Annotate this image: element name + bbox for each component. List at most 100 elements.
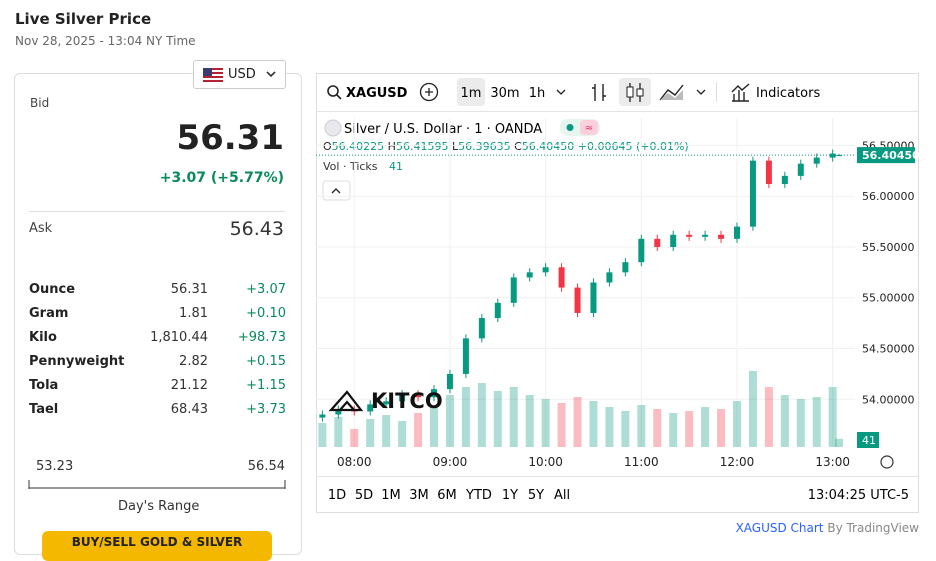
x-tick-label: 10:00 (528, 455, 563, 469)
volume-bar (828, 387, 837, 447)
chart-widget: XAGUSD Indicators Silver / U.S. Dollar ·… (316, 73, 919, 513)
volume-bar (509, 387, 518, 447)
range-button[interactable]: 5D (355, 488, 373, 503)
candle-body (654, 238, 661, 247)
candle-body (797, 163, 804, 176)
candle-body (367, 404, 374, 412)
bar-type-icon[interactable] (592, 84, 606, 101)
add-symbol-plus (425, 88, 433, 96)
ohlc-key: O (323, 140, 332, 153)
settings-icon[interactable] (880, 455, 894, 469)
last-price-label: 56.40450 (862, 149, 919, 162)
volume-bar (414, 413, 423, 447)
candle-body (638, 238, 645, 263)
timestamp: Nov 28, 2025 - 13:04 NY Time (15, 34, 196, 48)
y-tick-label: 56.00000 (862, 190, 915, 203)
range-button[interactable]: 1Y (502, 488, 518, 503)
area-icon[interactable] (659, 84, 684, 101)
ask-label: Ask (29, 221, 53, 236)
market-open-dot (566, 124, 574, 131)
search-icon-handle (336, 94, 342, 100)
bid-label: Bid (30, 96, 50, 110)
volume-bar (398, 421, 407, 447)
candle-body (765, 160, 772, 185)
unit-change: +3.07 (246, 282, 286, 297)
collapse-icon (331, 188, 341, 194)
delay-icon: ≈ (585, 123, 593, 134)
unit-row: Gram 1.81 +0.10 (29, 306, 286, 326)
symbol-logo (324, 119, 342, 137)
attribution: XAGUSD Chart By TradingView (736, 521, 919, 535)
candle-body (510, 277, 517, 303)
page: Live Silver Price Nov 28, 2025 - 13:04 N… (14, 10, 919, 561)
candle-body (478, 318, 485, 339)
flag-icon (203, 68, 223, 82)
interval-chevron[interactable] (556, 89, 566, 95)
add-symbol[interactable] (419, 82, 439, 102)
x-tick-label: 09:00 (433, 455, 468, 469)
unit-row: Pennyweight 2.82 +0.15 (29, 354, 286, 374)
attribution-by: By TradingView (827, 521, 919, 535)
bid-change: +3.07 (+5.77%) (159, 170, 284, 186)
indicators[interactable]: Indicators (756, 86, 820, 101)
volume-bar (541, 399, 550, 447)
volume-bar (445, 395, 454, 447)
range-bar (28, 480, 286, 489)
interval[interactable]: 1h (529, 86, 546, 101)
unit-change: +98.73 (237, 330, 286, 345)
ohlc-value: 56.39635 (458, 140, 511, 153)
candle-body (494, 302, 501, 319)
range-button[interactable]: 3M (409, 488, 429, 503)
candle-body (399, 394, 406, 402)
watermark-logo (328, 390, 364, 412)
currency-select[interactable]: USD (193, 60, 286, 89)
unit-name: Gram (29, 306, 69, 321)
buy-sell-button[interactable]: BUY/SELL GOLD & SILVER (42, 531, 272, 561)
candle-body (702, 234, 709, 237)
candle-body (836, 155, 843, 157)
candle-body (813, 157, 820, 164)
range-buttons: 1D 5D 1M 3M 6M YTD 1Y 5Y All (328, 488, 570, 503)
candle-body (749, 160, 756, 227)
range-button[interactable]: 1D (328, 488, 346, 503)
volume-bar (430, 407, 439, 447)
candle-body (542, 267, 549, 273)
search-icon[interactable] (327, 85, 339, 97)
y-tick-label: 55.00000 (862, 292, 915, 305)
plot-area: 54.00000 54.50000 55.00000 55.50000 56.00000… (316, 118, 919, 469)
range-button[interactable]: 1M (381, 488, 401, 503)
x-tick-label: 13:00 (815, 455, 850, 469)
candle-body (781, 175, 788, 185)
page-title: Live Silver Price (15, 10, 152, 28)
volume-bar (669, 413, 678, 447)
volume-bar (366, 419, 375, 447)
volume-bar (461, 387, 470, 447)
candle-body (686, 234, 693, 237)
interval[interactable]: 1m (461, 86, 482, 101)
volume-bar (318, 423, 327, 447)
unit-price: 1,810.44 (150, 330, 208, 345)
range-button[interactable]: 6M (437, 488, 457, 503)
indicators-icon[interactable] (731, 83, 750, 102)
range-button[interactable]: All (554, 488, 570, 503)
ohlc-value: 56.40225 (332, 140, 385, 153)
x-tick-label: 11:00 (624, 455, 659, 469)
candle-body (446, 373, 453, 390)
unit-name: Tola (29, 378, 59, 393)
unit-price: 56.31 (170, 282, 208, 297)
interval[interactable]: 30m (490, 86, 519, 101)
range-button[interactable]: YTD (465, 488, 492, 503)
symbol[interactable]: XAGUSD (346, 86, 408, 101)
volume-tag-label: 41 (862, 434, 876, 447)
unit-change: +1.15 (246, 378, 286, 393)
unit-row: Tael 68.43 +3.73 (29, 402, 286, 422)
volume-bar (334, 417, 343, 447)
collapse-button[interactable] (322, 180, 351, 201)
candle-body (670, 234, 677, 247)
range-button[interactable]: 5Y (528, 488, 544, 503)
ohlc-change: +0.00645 (+0.01%) (578, 140, 689, 153)
unit-name: Pennyweight (29, 354, 125, 369)
attribution-link[interactable]: XAGUSD Chart (735, 521, 824, 535)
chart-type-chevron[interactable] (696, 89, 706, 95)
unit-price: 1.81 (179, 306, 208, 321)
